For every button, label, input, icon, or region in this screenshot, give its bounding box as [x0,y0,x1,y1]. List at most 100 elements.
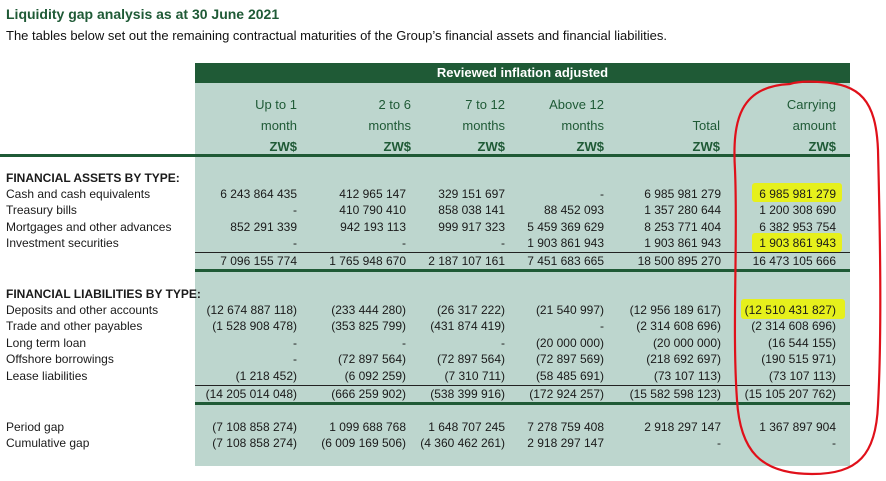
col-header-currency: ZW$ [808,139,836,154]
page-title: Liquidity gap analysis as at 30 June 202… [6,6,280,22]
cell-value: (21 540 997) [535,303,604,317]
cell-value: 1 903 861 943 [527,236,604,250]
col-header-currency: ZW$ [383,139,411,154]
col-header-currency: ZW$ [576,139,604,154]
col-header-line2: months [462,118,505,133]
cell-value: 6 985 981 279 [644,187,721,201]
row-label: Cumulative gap [6,436,90,450]
row-label: Trade and other payables [6,319,143,333]
cell-value: (2 314 608 696) [636,319,721,333]
row-label: Investment securities [6,236,119,250]
cell-value: - [293,203,297,217]
subtotal-row: 7 096 155 774 1 765 948 670 2 187 107 16… [0,253,886,269]
cell-value: 2 918 297 147 [527,436,604,450]
cell-value: (6 009 169 506) [321,436,406,450]
col-header-carrying-amount: Carrying amount ZW$ [706,94,836,157]
cell-value: (538 399 916) [430,387,505,401]
row-label: Period gap [6,420,65,434]
cell-value: 329 151 697 [438,187,505,201]
cell-value: (58 485 691) [535,369,604,383]
cell-value: 852 291 339 [230,220,297,234]
cell-value: (233 444 280) [331,303,406,317]
cell-value: 16 473 105 666 [752,254,836,268]
cell-value: 18 500 895 270 [637,254,721,268]
table-row: Trade and other payables (1 528 908 478)… [0,318,886,334]
highlight-cash-carrying [752,183,842,202]
col-header-line2: month [260,118,297,133]
row-label: Cash and cash equivalents [6,187,151,201]
row-label: Long term loan [6,336,87,350]
cell-value: - [293,236,297,250]
cell-value: 1 367 897 904 [759,420,836,434]
cell-value: (218 692 697) [646,352,721,366]
table-row: Period gap (7 108 858 274) 1 099 688 768… [0,419,886,435]
table-row: Deposits and other accounts (12 674 887 … [0,302,886,318]
col-header-line1: Up to 1 [255,97,297,112]
cell-value: (72 897 564) [337,352,406,366]
cell-value: 2 187 107 161 [428,254,505,268]
section-heading-row: FINANCIAL LIABILITIES BY TYPE: [0,286,886,302]
cell-value: (15 105 207 762) [744,387,836,401]
col-header-7-to-12-months: 7 to 12 months ZW$ [375,94,505,157]
col-header-line2: months [368,118,411,133]
cell-value: (20 000 000) [652,336,721,350]
cell-value: (353 825 799) [331,319,406,333]
col-header-currency: ZW$ [692,139,720,154]
cell-value: (72 897 564) [436,352,505,366]
cell-value: (1 218 452) [235,369,297,383]
assets-heading: FINANCIAL ASSETS BY TYPE: [6,171,180,185]
cell-value: - [402,336,406,350]
cell-value: (73 107 113) [768,369,836,383]
cell-value: 942 193 113 [340,220,406,234]
table-band-label: Reviewed inflation adjusted [436,65,609,80]
col-header-line1: Above 12 [549,97,604,112]
cell-value: (2 314 608 696) [751,319,836,333]
cell-value: 7 451 683 665 [527,254,604,268]
cell-value: 8 253 771 404 [644,220,721,234]
cell-value: 6 243 864 435 [220,187,297,201]
cell-value: - [832,436,836,450]
cell-value: 6 382 953 754 [759,220,836,234]
col-header-line1: Carrying [786,97,836,112]
cell-value: 6 985 981 279 [759,187,836,201]
table-row: Cash and cash equivalents 6 243 864 435 … [0,186,886,202]
col-header-line1: 2 to 6 [378,97,411,112]
col-header-line1: 7 to 12 [465,97,505,112]
cell-value: 1 765 948 670 [329,254,406,268]
cell-value: (4 360 462 261) [420,436,505,450]
cell-value: - [293,352,297,366]
cell-value: - [717,436,721,450]
liabilities-heading: FINANCIAL LIABILITIES BY TYPE: [6,287,201,301]
table-row: Mortgages and other advances 852 291 339… [0,219,886,235]
cell-value: 1 648 707 245 [428,420,505,434]
cell-value: (7 108 858 274) [212,420,297,434]
subtotal-rule [195,385,850,386]
col-header-line2: amount [792,118,836,133]
cell-value: 88 452 093 [543,203,604,217]
cell-value: (20 000 000) [535,336,604,350]
cell-value: (12 674 887 118) [206,303,297,317]
row-label: Lease liabilities [6,369,88,383]
col-header-currency: ZW$ [477,139,505,154]
cell-value: 2 918 297 147 [644,420,721,434]
cell-value: (12 956 189 617) [629,303,721,317]
cell-value: - [600,319,604,333]
header-rule [0,154,850,157]
cell-value: (15 582 598 123) [629,387,721,401]
cell-value: - [600,187,604,201]
cell-value: 1 099 688 768 [329,420,406,434]
col-header-line2: Total [692,118,720,133]
table-row: Investment securities - - - 1 903 861 94… [0,235,886,251]
cell-value: (16 544 155) [767,336,836,350]
col-header-currency: ZW$ [269,139,297,154]
row-label: Mortgages and other advances [6,220,172,234]
table-row: Cumulative gap (7 108 858 274) (6 009 16… [0,435,886,451]
cell-value: - [402,236,406,250]
section-heading-row: FINANCIAL ASSETS BY TYPE: [0,170,886,186]
cell-value: (1 528 908 478) [212,319,297,333]
cell-value: 7 278 759 408 [527,420,604,434]
cell-value: 1 357 280 644 [644,203,721,217]
cell-value: (6 092 259) [344,369,406,383]
cell-value: 999 917 323 [438,220,505,234]
